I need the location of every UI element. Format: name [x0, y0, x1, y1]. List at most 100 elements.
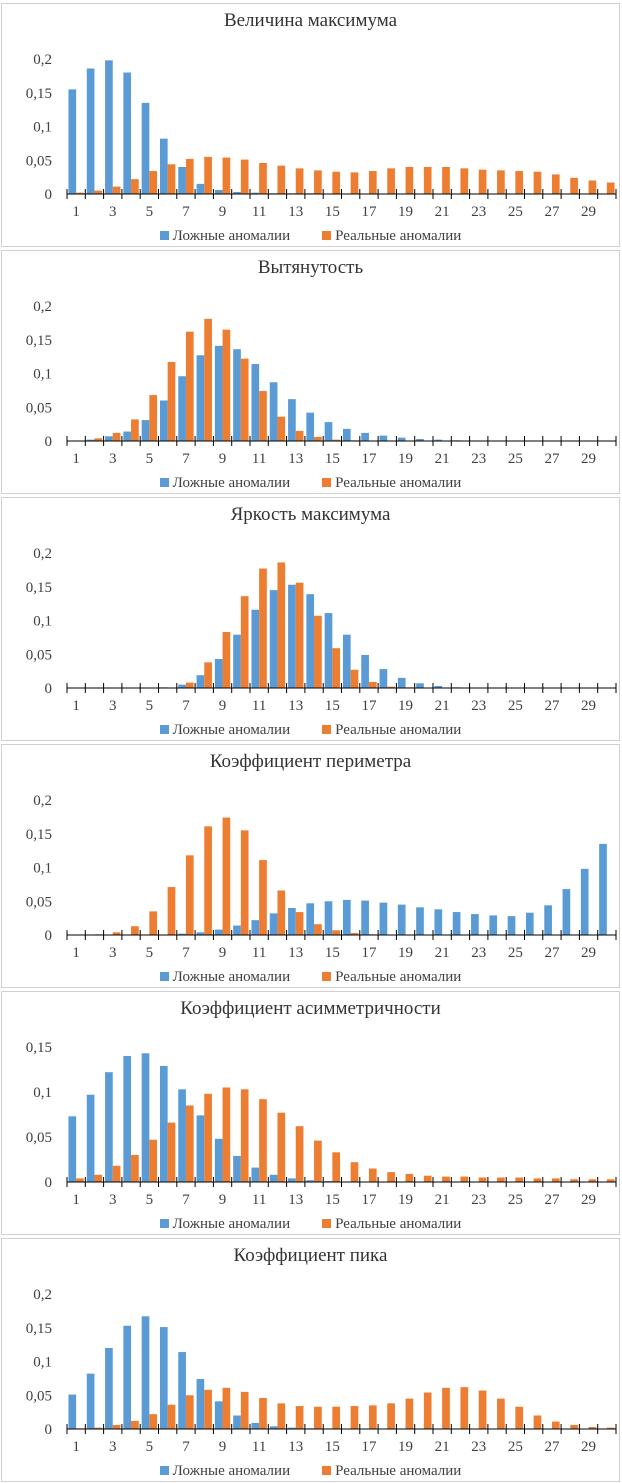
chart-legend: Ложные аномалии Реальные аномалии: [2, 228, 619, 248]
bar-real-anomalies: [442, 1387, 450, 1429]
bar-real-anomalies: [277, 1112, 286, 1182]
legend-label: Реальные аномалии: [335, 722, 462, 738]
bar-false-anomalies: [288, 1178, 296, 1182]
bar-false-anomalies: [214, 345, 223, 441]
bar-false-anomalies: [251, 609, 260, 688]
y-tick-label: 0,2: [33, 52, 52, 68]
chart-panel: Вытянутость 0 0,05 0,1 0,15 0,2 1 3 5 7 9 11 13 15 17 1…: [1, 250, 620, 494]
bar-real-anomalies: [185, 331, 194, 441]
x-tick-label: 29: [581, 1192, 596, 1208]
bar-real-anomalies: [204, 826, 212, 935]
bar-real-anomalies: [240, 1391, 249, 1429]
bar-false-anomalies: [379, 902, 388, 935]
bar-false-anomalies: [233, 191, 241, 194]
x-tick-label: 3: [109, 945, 117, 961]
x-tick-label: 17: [361, 1192, 377, 1208]
bar-false-anomalies: [471, 914, 479, 935]
x-tick-label: 29: [581, 451, 596, 467]
bar-real-anomalies: [368, 681, 377, 688]
chart-panel: Коэффициент асимметричности 0 0,05 0,1 0,15 1…: [1, 991, 620, 1235]
bar-real-anomalies: [606, 1179, 615, 1182]
legend-item-real-anomalies: Реальные аномалии: [322, 969, 461, 986]
chart-panel: Коэффициент периметра 0 0,05 0,1 0,15 0,2 1 3 5 7…: [1, 744, 620, 988]
x-tick-label: 5: [146, 698, 154, 714]
bar-false-anomalies: [196, 183, 205, 194]
bar-real-anomalies: [131, 419, 139, 441]
bar-false-anomalies: [379, 435, 388, 441]
y-tick-label: 0,05: [26, 647, 52, 663]
bar-real-anomalies: [478, 169, 487, 194]
y-tick-label: 0: [45, 1175, 53, 1191]
x-tick-label: 25: [508, 698, 523, 714]
bar-real-anomalies: [185, 682, 194, 688]
x-tick-label: 5: [146, 1192, 154, 1208]
bar-real-anomalies: [387, 686, 395, 688]
bar-false-anomalies: [324, 901, 333, 935]
y-tick-label: 0,05: [26, 400, 52, 416]
bar-false-anomalies: [159, 138, 168, 194]
x-tick-label: 29: [581, 945, 596, 961]
x-tick-label: 11: [252, 1439, 266, 1455]
chart-title: Величина максимума: [223, 10, 398, 31]
bar-false-anomalies: [324, 422, 333, 441]
y-tick-label: 0,15: [26, 86, 52, 102]
y-tick-label: 0: [45, 434, 53, 450]
bar-real-anomalies: [277, 165, 286, 194]
bar-real-anomalies: [533, 1178, 542, 1182]
x-tick-label: 19: [398, 451, 413, 467]
bar-false-anomalies: [562, 889, 571, 935]
bar-false-anomalies: [434, 439, 443, 441]
bar-real-anomalies: [314, 436, 322, 441]
bar-false-anomalies: [105, 1348, 113, 1429]
x-tick-label: 3: [109, 1192, 117, 1208]
y-tick-label: 0,2: [33, 793, 52, 809]
chart-plot: 00,050,10,150,21 3 5 7 9 11 13 15 17 19 21 23 25 27 29: [26, 793, 617, 961]
bar-real-anomalies: [259, 860, 267, 935]
bar-false-anomalies: [251, 364, 260, 441]
bar-false-anomalies: [580, 868, 589, 935]
y-tick-label: 0,1: [33, 1085, 52, 1101]
bar-real-anomalies: [350, 1162, 359, 1182]
bar-false-anomalies: [379, 669, 388, 688]
bar-real-anomalies: [588, 180, 597, 194]
bar-false-anomalies: [306, 594, 315, 688]
bar-real-anomalies: [295, 912, 304, 935]
y-tick-label: 0,05: [26, 1130, 52, 1146]
x-tick-label: 23: [471, 698, 486, 714]
bar-real-anomalies: [368, 171, 377, 194]
legend-label: Реальные аномалии: [335, 228, 462, 244]
bar-real-anomalies: [277, 890, 286, 935]
y-tick-label: 0: [45, 681, 53, 697]
bar-false-anomalies: [68, 89, 77, 194]
legend-label: Ложные аномалии: [172, 228, 291, 244]
bar-false-anomalies: [233, 925, 241, 935]
bar-real-anomalies: [222, 1087, 231, 1182]
x-tick-label: 1: [72, 698, 80, 714]
bar-real-anomalies: [423, 1175, 432, 1182]
bar-real-anomalies: [405, 1173, 414, 1182]
bar-real-anomalies: [515, 1406, 524, 1429]
x-tick-label: 27: [544, 204, 560, 220]
x-tick-label: 7: [182, 945, 190, 961]
bar-real-anomalies: [460, 168, 469, 194]
x-tick-label: 13: [288, 1439, 303, 1455]
bar-false-anomalies: [544, 905, 552, 935]
bar-real-anomalies: [460, 1387, 469, 1429]
bar-false-anomalies: [361, 432, 369, 441]
bar-real-anomalies: [277, 416, 286, 441]
legend-item-real-anomalies: Реальные аномалии: [322, 475, 461, 492]
x-tick-label: 19: [398, 698, 413, 714]
legend-swatch: [322, 972, 332, 981]
x-tick-label: 23: [471, 1192, 486, 1208]
bar-real-anomalies: [222, 157, 231, 194]
x-tick-label: 3: [109, 451, 117, 467]
bar-false-anomalies: [141, 1316, 150, 1429]
bar-real-anomalies: [259, 391, 267, 441]
bar-real-anomalies: [295, 582, 304, 688]
x-tick-label: 3: [109, 1439, 117, 1455]
chart-legend: Ложные аномалии Реальные аномалии: [2, 722, 619, 742]
x-tick-label: 15: [325, 698, 340, 714]
bar-false-anomalies: [123, 1056, 132, 1182]
chart-plot: 00,050,10,150,21 3 5 7 9 11 13 15 17 19 21 23 25 27 29: [26, 299, 617, 467]
